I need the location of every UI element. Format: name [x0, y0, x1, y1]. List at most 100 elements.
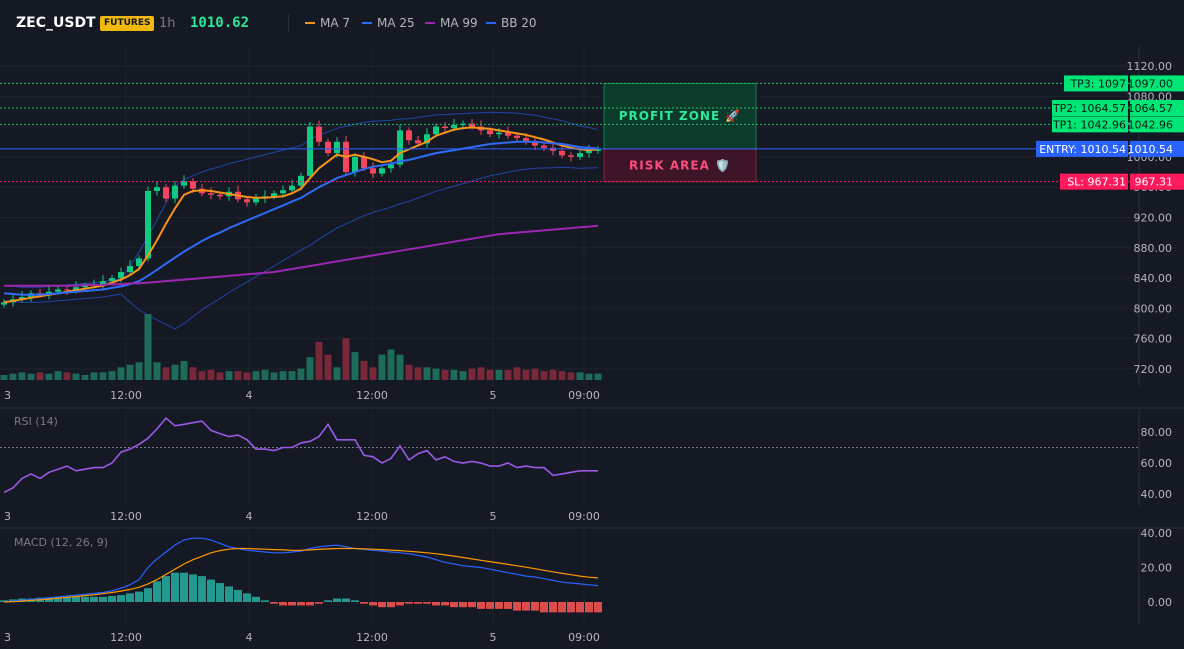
candle-body: [280, 190, 286, 194]
volume-bar: [297, 368, 305, 380]
candle-body: [82, 285, 88, 288]
candle-body: [559, 150, 565, 156]
symbol-label[interactable]: ZEC_USDT: [16, 15, 96, 31]
risk-zone[interactable]: [603, 148, 757, 183]
candle-body: [145, 190, 151, 259]
candle-body: [190, 181, 196, 189]
candle-body: [118, 272, 124, 279]
time-tick-label: 09:00: [568, 510, 600, 523]
legend-ma25[interactable]: MA 25: [362, 16, 415, 30]
macd-histogram-bar: [306, 602, 314, 606]
volume-bar: [225, 371, 233, 380]
rsi-tick-label: 60.00: [1141, 457, 1173, 470]
chart-background: [0, 46, 1184, 649]
tp2-axis-text: 1064.57: [1128, 102, 1174, 115]
volume-bar: [234, 371, 242, 380]
volume-bar: [459, 371, 467, 380]
volume-bar: [423, 367, 431, 380]
candle-body: [505, 132, 511, 136]
volume-bar: [549, 369, 557, 380]
price-tick-label: 880.00: [1134, 242, 1173, 255]
volume-bar: [144, 314, 152, 380]
macd-macd-line: [3, 537, 599, 603]
candle-body: [424, 134, 430, 144]
time-tick-label: 12:00: [110, 510, 142, 523]
macd-histogram-bar: [405, 602, 413, 604]
volume-bar: [468, 368, 476, 380]
legend-bb20[interactable]: BB 20: [486, 16, 537, 30]
volume-bar: [126, 364, 134, 380]
candle-body: [406, 130, 412, 141]
candle-body: [19, 297, 25, 300]
volume-bar: [513, 367, 521, 380]
rsi-tick-label: 80.00: [1141, 426, 1173, 439]
macd-histogram-bar: [396, 602, 404, 606]
volume-bar: [450, 369, 458, 380]
ma-line-ma99: [4, 224, 599, 287]
interval-label[interactable]: 1h: [159, 16, 176, 31]
legend-ma25-label: MA 25: [377, 16, 415, 30]
volume-bar: [495, 369, 503, 380]
macd-histogram-bar: [567, 602, 575, 613]
chart-canvas[interactable]: PROFIT ZONE 🚀 RISK AREA 🛡️ 1120.001080.0…: [0, 46, 1184, 649]
volume-bar: [540, 371, 548, 380]
tp3-axis-text: 1097.00: [1128, 77, 1174, 90]
volume-bar: [180, 360, 188, 380]
volume-bar: [324, 354, 332, 380]
time-tick-label: 4: [246, 510, 253, 523]
volume-bar: [333, 367, 341, 380]
macd-signal-line: [3, 547, 599, 603]
volume-bar: [0, 374, 8, 380]
volume-bar: [54, 371, 62, 380]
macd-histogram-bar: [459, 602, 467, 608]
macd-histogram-bar: [351, 600, 359, 602]
macd-histogram-bar: [270, 602, 278, 604]
candle-body: [577, 153, 583, 157]
volume-bar: [486, 369, 494, 380]
macd-histogram-bar: [558, 602, 566, 613]
candle-body: [1, 302, 7, 305]
rsi-tick-label: 40.00: [1141, 488, 1173, 501]
candle-body: [568, 155, 574, 157]
time-axis[interactable]: 3 12:00 4 12:00 5 09:00 3 12:00 4 12:00 5 09:00 3 12:…: [4, 389, 600, 644]
macd-histogram-bar: [72, 596, 80, 602]
entry-name-tag: [1036, 140, 1128, 157]
macd-tick-label: 0.00: [1148, 596, 1173, 609]
time-tick-label: 12:00: [110, 631, 142, 644]
legend-bb20-label: BB 20: [501, 16, 537, 30]
volume-bar: [99, 372, 107, 380]
macd-histogram-bar: [315, 602, 323, 604]
profit-zone[interactable]: [603, 82, 757, 150]
candle-body: [181, 181, 187, 186]
time-tick-label: 4: [246, 389, 253, 402]
volume-bar: [18, 372, 26, 380]
macd-histogram-bar: [378, 602, 386, 608]
volume-bar: [378, 354, 386, 380]
time-tick-label: 09:00: [568, 631, 600, 644]
macd-histogram-bar: [144, 588, 152, 602]
volume-bar: [189, 367, 197, 380]
candle-body: [100, 281, 106, 285]
volume-bar: [576, 372, 584, 380]
legend-ma99[interactable]: MA 99: [425, 16, 478, 30]
volume-bar: [9, 373, 17, 380]
macd-histogram-bar: [324, 600, 332, 602]
time-tick-label: 3: [4, 510, 11, 523]
volume-bar: [414, 367, 422, 380]
volume-bar: [387, 349, 395, 380]
macd-histogram-bar: [432, 602, 440, 606]
entry-name-text: ENTRY: 1010.54: [1039, 143, 1126, 156]
macd-histogram-bar: [414, 602, 422, 604]
legend-ma7[interactable]: MA 7: [305, 16, 350, 30]
risk-area-label: RISK AREA 🛡️: [629, 158, 731, 172]
tp2-name-text: TP2: 1064.57: [1052, 102, 1126, 115]
candle-body: [586, 150, 592, 154]
volume-bar: [36, 372, 44, 380]
tp2-axis-tag: [1130, 99, 1184, 116]
volume-bars: [0, 314, 602, 380]
volume-bar: [270, 372, 278, 380]
candle-body: [514, 135, 520, 138]
tp3-name-tag: [1064, 75, 1128, 92]
volume-bar: [153, 362, 161, 380]
tp3-name-text: TP3: 1097: [1069, 77, 1126, 90]
